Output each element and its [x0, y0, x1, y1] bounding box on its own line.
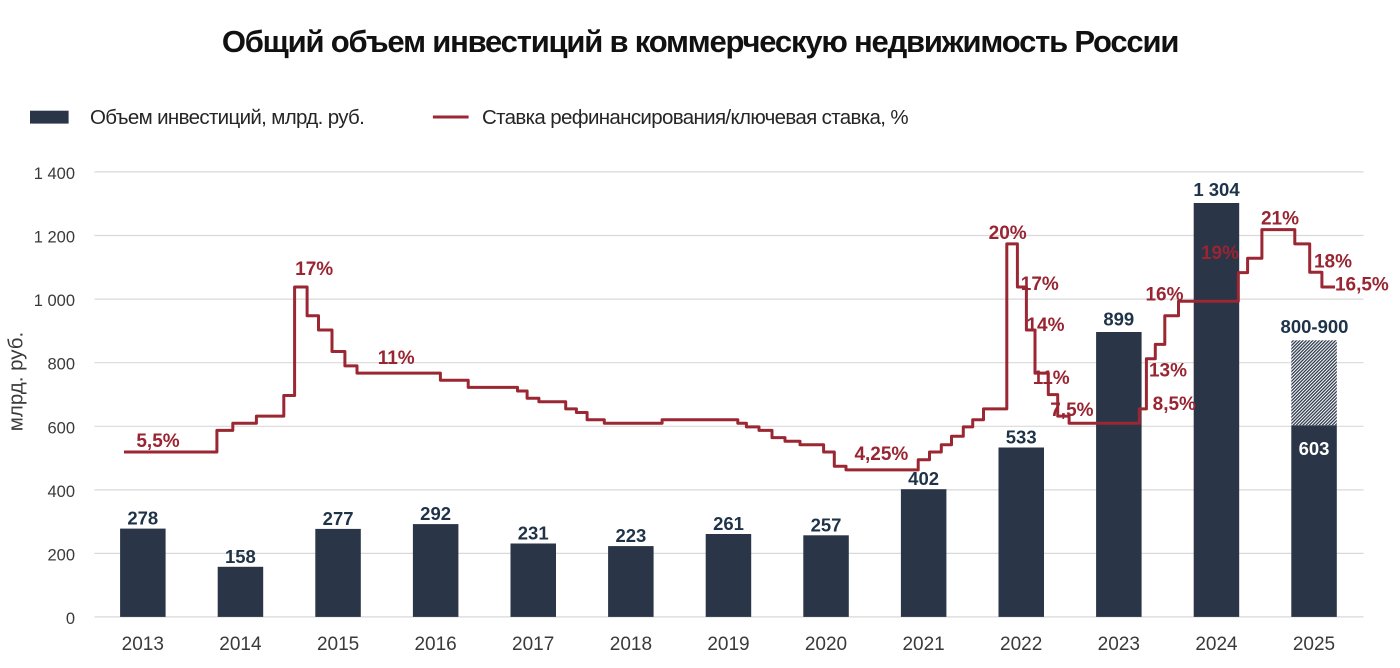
- svg-text:800-900: 800-900: [1281, 316, 1349, 337]
- svg-text:7,5%: 7,5%: [1050, 400, 1093, 421]
- svg-text:600: 600: [47, 419, 75, 437]
- svg-text:11%: 11%: [378, 348, 415, 369]
- svg-text:2024: 2024: [1195, 634, 1238, 655]
- svg-text:1 304: 1 304: [1193, 179, 1240, 200]
- svg-text:158: 158: [225, 546, 256, 567]
- svg-text:11%: 11%: [1033, 368, 1070, 389]
- svg-text:Ставка рефинансирования/ключев: Ставка рефинансирования/ключевая ставка,…: [482, 106, 908, 129]
- svg-text:4,25%: 4,25%: [854, 444, 908, 465]
- svg-text:2018: 2018: [610, 634, 652, 655]
- svg-text:2019: 2019: [707, 634, 749, 655]
- svg-text:8,5%: 8,5%: [1153, 394, 1196, 415]
- svg-text:19%: 19%: [1201, 243, 1239, 264]
- svg-text:257: 257: [811, 514, 842, 535]
- svg-text:0: 0: [66, 610, 75, 628]
- svg-text:400: 400: [47, 483, 75, 501]
- svg-text:2013: 2013: [122, 634, 164, 655]
- svg-text:603: 603: [1299, 438, 1330, 459]
- svg-text:533: 533: [1006, 427, 1037, 448]
- svg-text:2023: 2023: [1098, 634, 1140, 655]
- svg-text:17%: 17%: [295, 259, 333, 280]
- svg-text:402: 402: [908, 468, 939, 489]
- svg-text:1 200: 1 200: [34, 229, 75, 247]
- svg-text:2014: 2014: [219, 634, 262, 655]
- svg-text:223: 223: [615, 525, 646, 546]
- svg-text:Общий объем инвестиций в комме: Общий объем инвестиций в коммерческую не…: [222, 24, 1178, 59]
- svg-text:2022: 2022: [1000, 634, 1042, 655]
- svg-text:2016: 2016: [414, 634, 456, 655]
- svg-text:277: 277: [323, 508, 354, 529]
- svg-text:2020: 2020: [805, 634, 847, 655]
- svg-text:800: 800: [47, 356, 75, 374]
- svg-text:18%: 18%: [1314, 252, 1352, 273]
- svg-text:2025: 2025: [1293, 634, 1335, 655]
- svg-text:млрд. руб.: млрд. руб.: [4, 332, 27, 431]
- svg-text:17%: 17%: [1021, 274, 1059, 295]
- svg-text:5,5%: 5,5%: [136, 431, 179, 452]
- svg-text:2015: 2015: [317, 634, 359, 655]
- svg-text:14%: 14%: [1026, 315, 1064, 336]
- svg-text:13%: 13%: [1149, 360, 1187, 381]
- svg-text:899: 899: [1103, 309, 1134, 330]
- svg-text:278: 278: [127, 508, 158, 529]
- svg-text:21%: 21%: [1261, 208, 1299, 229]
- svg-text:1 400: 1 400: [34, 165, 75, 183]
- svg-text:16%: 16%: [1145, 285, 1183, 306]
- svg-text:200: 200: [47, 546, 75, 564]
- svg-text:20%: 20%: [989, 223, 1027, 244]
- svg-text:2017: 2017: [512, 634, 554, 655]
- svg-text:292: 292: [420, 503, 451, 524]
- svg-text:1 000: 1 000: [34, 292, 75, 310]
- svg-text:261: 261: [713, 513, 744, 534]
- svg-text:Объем инвестиций, млрд. руб.: Объем инвестиций, млрд. руб.: [90, 106, 364, 129]
- svg-text:16,5%: 16,5%: [1335, 275, 1389, 296]
- svg-text:231: 231: [518, 523, 549, 544]
- svg-text:2021: 2021: [902, 634, 944, 655]
